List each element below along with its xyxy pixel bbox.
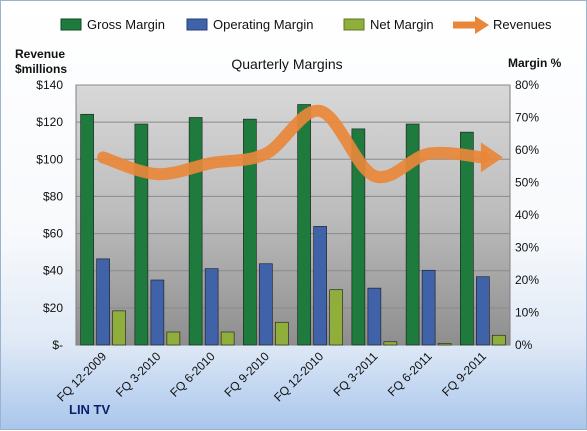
bar-gross-margin [134,123,149,346]
x-tick-label: FQ 3-2011 [331,349,381,399]
legend-label-revenues: Revenues [493,17,552,32]
bar-net-margin [166,331,181,346]
bar-gross-margin [243,118,257,346]
bar-net-margin [275,321,289,346]
bar-operating-margin [204,268,219,346]
bar-operating-margin [421,269,436,346]
legend-swatch-gross-margin [60,18,82,31]
bar-operating-margin [259,263,273,346]
bar-gross-margin [188,117,203,346]
bars [80,104,506,346]
bar-operating-margin [367,287,382,346]
left-tick-label: $100 [36,152,63,166]
bar-gross-margin [351,128,366,346]
bar-operating-margin [96,258,110,346]
x-tick-label: FQ 12-2009 [54,349,109,404]
revenue-arrowhead [480,142,503,173]
right-tick-label: 50% [515,176,539,190]
left-tick-label: $60 [43,227,63,241]
right-tick-label: 60% [515,143,539,157]
right-axis-ticks: 0% 10% 20% 30% 40% 50% 60% 70% 80% [515,78,539,352]
legend-swatch-operating-margin [186,18,208,31]
legend-item-revenues: Revenues [453,16,552,34]
left-tick-label: $- [52,338,63,352]
legend-item-net-margin: Net Margin [343,17,434,32]
x-tick-label: FQ 9-2010 [222,349,273,400]
right-tick-label: 20% [515,273,539,287]
bar-net-margin [383,341,398,346]
right-axis-title: Margin % [508,56,562,70]
right-tick-label: 80% [515,78,539,92]
bar-operating-margin [476,276,490,346]
brand-label: LIN TV [69,402,110,417]
revenue-line-group [97,104,503,184]
legend-label-operating-margin: Operating Margin [213,17,313,32]
left-axis-title-line1: Revenue [15,47,65,61]
left-tick-label: $80 [43,189,63,203]
bar-gross-margin [297,104,311,346]
bar-net-margin [437,343,452,346]
bar-net-margin [492,334,506,346]
legend-arrowhead-revenues [475,16,489,34]
right-tick-label: 0% [515,338,533,352]
bar-operating-margin [313,226,327,346]
x-axis-ticks: FQ 12-2009 FQ 3-2010 FQ 6-2010 FQ 9-2010 FQ … [54,349,489,404]
x-tick-label: FQ 6-2011 [385,349,435,399]
legend-swatch-net-margin [343,18,365,31]
left-tick-label: $140 [36,78,63,92]
left-tick-label: $120 [36,115,63,129]
legend-label-gross-margin: Gross Margin [87,17,165,32]
revenue-line [97,104,489,184]
legend-item-gross-margin: Gross Margin [60,17,165,32]
legend-label-net-margin: Net Margin [370,17,434,32]
left-tick-label: $20 [43,301,63,315]
bar-net-margin [329,289,343,346]
x-tick-label: FQ 12-2010 [271,349,326,404]
bar-operating-margin [150,279,165,346]
bar-net-margin [112,310,126,346]
bar-gross-margin [405,123,420,346]
left-axis-ticks: $- $20 $40 $60 $80 $100 $120 $140 [36,78,63,352]
bar-gross-margin [80,113,94,346]
x-tick-label: FQ 9-2011 [439,349,489,399]
right-tick-label: 10% [515,306,539,320]
chart-title: Quarterly Margins [231,56,342,72]
x-tick-label: FQ 6-2010 [167,349,218,400]
right-tick-label: 70% [515,111,539,125]
x-tick-label: FQ 3-2010 [113,349,164,400]
left-axis-title-line2: $millions [15,62,67,76]
right-tick-label: 40% [515,208,539,222]
legend: Gross Margin Operating Margin Net Margin… [60,16,552,34]
bar-net-margin [220,331,235,346]
left-tick-label: $40 [43,264,63,278]
legend-item-operating-margin: Operating Margin [186,17,313,32]
bar-gross-margin [460,131,474,346]
right-tick-label: 30% [515,241,539,255]
